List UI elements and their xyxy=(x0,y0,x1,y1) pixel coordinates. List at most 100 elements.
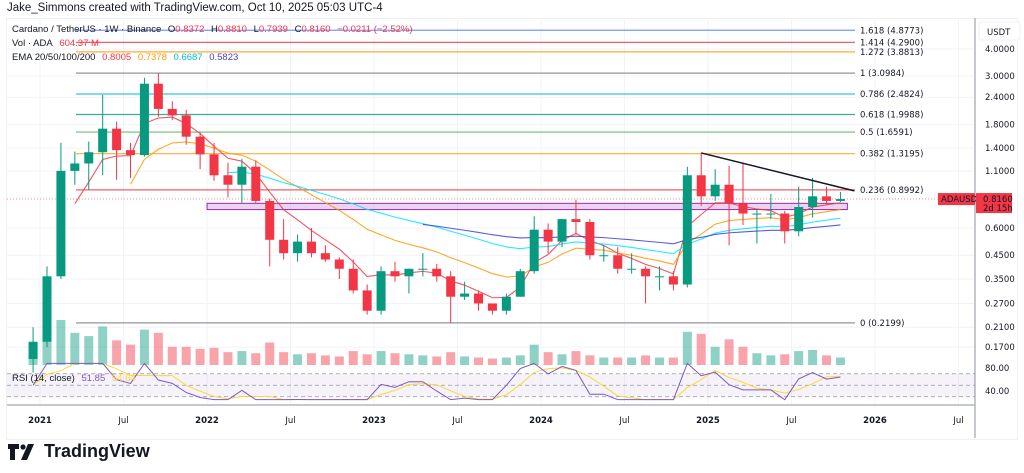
symbol-legend: Cardano / TetherUS · 1W · Binance O0.837… xyxy=(12,24,417,35)
volume-bar xyxy=(543,352,553,365)
volume-bar xyxy=(376,351,386,365)
fib-level-label: 0.618 (1.9988) xyxy=(860,110,923,120)
time-tick-label: 2026 xyxy=(863,416,887,426)
candle-body xyxy=(460,293,470,297)
rsi-label[interactable]: RSI (14, close) xyxy=(12,373,75,384)
candle-body xyxy=(112,128,122,151)
volume-bar xyxy=(84,336,94,365)
fib-level-label: 0.5 (1.6591) xyxy=(860,128,913,138)
close-label: C xyxy=(294,24,302,35)
volume-bar xyxy=(794,351,804,365)
fib-level-label: 1.414 (4.2900) xyxy=(860,38,923,48)
symbol-tag-box xyxy=(938,193,975,206)
candle-body xyxy=(265,200,275,240)
volume-bar xyxy=(181,346,191,365)
time-tick-label: 2022 xyxy=(195,416,219,426)
tradingview-logo[interactable]: TradingView xyxy=(8,441,150,462)
volume-bar xyxy=(418,355,428,365)
volume-bar xyxy=(348,351,358,365)
candle-body xyxy=(682,175,692,285)
candle-body xyxy=(738,203,748,214)
fib-level-label: 1.272 (3.8813) xyxy=(860,48,923,58)
candle-body xyxy=(195,136,205,155)
candle-body xyxy=(794,207,804,232)
candle-body xyxy=(418,268,428,270)
candle-body xyxy=(710,184,720,197)
candle-body xyxy=(585,221,595,256)
currency-box xyxy=(978,21,1021,41)
support-zone xyxy=(206,202,848,211)
rsi-legend: RSI (14, close) 51.85 54.64 xyxy=(12,373,140,384)
price-tick-label: 0.4500 xyxy=(985,251,1015,261)
volume-bar xyxy=(501,357,511,365)
volume-bar xyxy=(432,356,442,365)
ema-label[interactable]: EMA 20/50/100/200 xyxy=(12,52,96,63)
volume-bar xyxy=(627,357,637,365)
candle-body xyxy=(613,255,623,269)
volume-bar xyxy=(265,342,275,365)
fib-level-label: 1.618 (4.8773) xyxy=(860,26,923,36)
candle-body xyxy=(446,276,456,297)
ema-20-line xyxy=(74,116,841,299)
candle-body xyxy=(251,166,261,201)
volume-bar xyxy=(460,356,470,365)
ema50-value: 0.7378 xyxy=(137,52,167,63)
candle-body xyxy=(404,268,414,277)
volume-label[interactable]: Vol · ADA xyxy=(12,38,53,49)
volume-bar xyxy=(42,337,52,365)
volume-legend: Vol · ADA 604.37 M xyxy=(12,38,103,49)
volume-bar xyxy=(474,357,484,365)
ema-50-line xyxy=(130,141,841,278)
volume-bar xyxy=(306,353,316,365)
price-tick-label: 0.1700 xyxy=(985,343,1015,353)
tradingview-logo-icon xyxy=(8,443,34,460)
volume-bar xyxy=(112,340,122,365)
time-tick-label: Jul xyxy=(785,416,796,426)
candle-body xyxy=(822,196,832,201)
volume-bar xyxy=(209,347,219,365)
volume-bar xyxy=(724,339,734,365)
candle-body xyxy=(432,268,442,277)
price-tick-label: 0.2100 xyxy=(985,323,1015,333)
time-tick-label: 2024 xyxy=(529,416,553,426)
volume-bar xyxy=(487,358,497,365)
candle-body xyxy=(557,219,567,242)
ema20-value: 0.8005 xyxy=(102,52,132,63)
candle-body xyxy=(724,184,734,204)
volume-bar xyxy=(98,326,108,365)
volume-bar xyxy=(780,354,790,365)
candle-body xyxy=(293,241,303,254)
candle-body xyxy=(320,253,330,260)
price-tick-label: 2.4000 xyxy=(985,93,1015,103)
candle-body xyxy=(126,150,136,156)
volume-bar xyxy=(153,332,163,365)
volume-bar xyxy=(237,351,247,365)
open-label: O xyxy=(167,24,176,35)
price-tick-label: 4.0000 xyxy=(985,45,1015,55)
candle-body xyxy=(70,163,80,171)
volume-bar xyxy=(446,352,456,365)
volume-bar xyxy=(334,356,344,365)
candle-body xyxy=(696,175,706,197)
fib-level-label: 0.236 (0.8992) xyxy=(860,186,923,196)
candle-body xyxy=(42,276,52,342)
candle-body xyxy=(515,271,525,297)
time-tick-label: Jul xyxy=(284,416,295,426)
volume-bar xyxy=(195,348,205,365)
symbol-title[interactable]: Cardano / TetherUS · 1W · Binance xyxy=(12,24,162,35)
candle-body xyxy=(209,154,219,176)
volume-bar xyxy=(641,355,651,365)
volume-value: 604.37 M xyxy=(59,38,99,49)
time-tick-label: Jul xyxy=(952,416,963,426)
time-tick-label: Jul xyxy=(117,416,128,426)
candle-body xyxy=(84,152,94,164)
volume-bar xyxy=(822,355,832,365)
volume-bar xyxy=(126,344,136,365)
last-price-label: 0.8160 xyxy=(983,195,1013,205)
currency-label: USDT xyxy=(987,28,1011,38)
volume-bar xyxy=(320,355,330,365)
candle-body xyxy=(223,175,233,185)
candle-body xyxy=(306,241,316,254)
price-tick-label: 0.2700 xyxy=(985,299,1015,309)
